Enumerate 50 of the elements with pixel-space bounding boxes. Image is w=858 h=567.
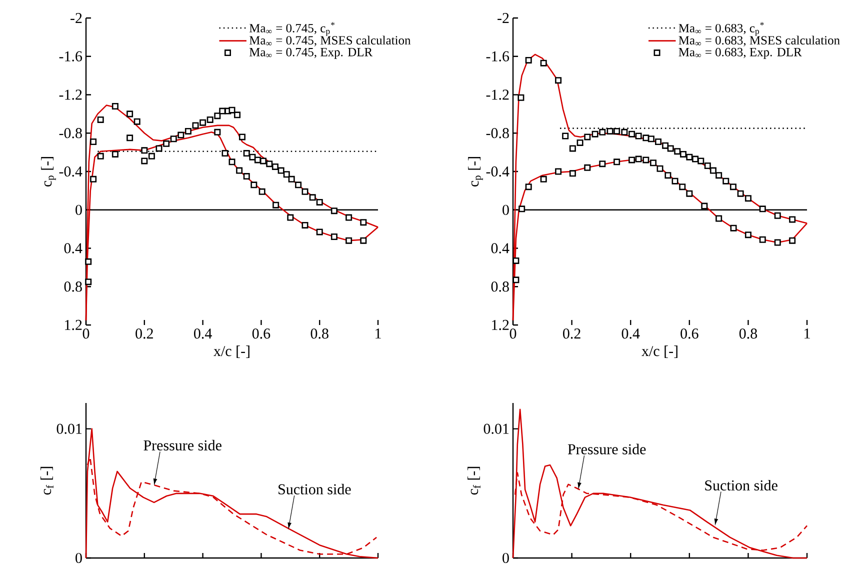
y-tick-label: -0.8 [486,128,509,138]
y-tick-label: 0.01 [484,424,509,434]
y-tick-label: 0.8 [491,282,509,292]
y-tick-label: 1.2 [492,320,509,330]
y-tick-label: -1.2 [59,90,82,100]
x-axis-title: x/c [-] [642,346,678,358]
x-tick-label: 0.8 [310,328,328,339]
y-axis-title: c$_{f}$ [-] [40,466,54,495]
y-tick-label: -0.8 [59,128,82,138]
legend-label: Ma$_{∞}$ = 0.745, Exp. DLR [249,48,373,59]
y-tick-label: 1.2 [65,320,82,330]
y-tick-label: -1.6 [486,51,510,62]
y-tick-label: -1.2 [486,90,509,100]
legend-label: Ma$_{∞}$ = 0.683, Exp. DLR [678,48,802,59]
x-tick-label: 0.4 [194,328,212,339]
y-tick-label: 0.4 [64,243,82,254]
x-tick-label: 0.8 [739,328,758,339]
y-tick-label: 0 [502,552,509,564]
y-tick-label: 0.4 [491,243,510,254]
y-axis-title: c$_{p}$ [-] [41,157,56,186]
y-tick-label: -0.4 [59,166,82,177]
annotation: Suction side [278,484,351,494]
annotation: Pressure side [144,440,222,450]
y-tick-label: 0.8 [64,282,82,292]
x-tick-label: 0.4 [622,328,640,339]
y-tick-label: 0.01 [56,424,82,434]
legend-label: Ma$_{∞}$ = 0.683, MSES calculation [678,36,840,46]
y-axis-title: c$_{f}$ [-] [468,466,480,495]
x-tick-label: 1 [804,328,810,338]
x-tick-label: 0.6 [680,328,698,339]
legend-label: Ma$_{∞}$ = 0.745, MSES calculation [249,36,411,46]
x-tick-label: 1 [376,328,381,338]
x-tick-label: 0.2 [563,328,580,339]
y-tick-label: 0 [502,204,509,215]
annotation: Pressure side [568,444,646,454]
legend-label: Ma$_{∞}$ = 0.683, c$_{p}$* [678,22,764,36]
y-axis-title: c$_{p}$ [-] [468,157,483,186]
legend-label: Ma$_{∞}$ = 0.745, c$_{p}$* [249,22,335,36]
x-tick-label: 0.6 [252,328,270,339]
y-tick-label: 0 [76,204,82,215]
y-tick-label: -1.6 [59,51,82,62]
x-axis-title: x/c [-] [214,346,250,358]
x-tick-label: 0.2 [136,328,153,339]
x-tick-label: 0 [82,328,90,339]
x-tick-label: 0 [510,328,516,339]
y-tick-label: 0 [76,552,82,564]
y-tick-label: -0.4 [486,166,510,177]
y-tick-label: -2 [70,13,82,23]
annotation: Suction side [705,480,778,491]
y-tick-label: -2 [498,13,509,23]
